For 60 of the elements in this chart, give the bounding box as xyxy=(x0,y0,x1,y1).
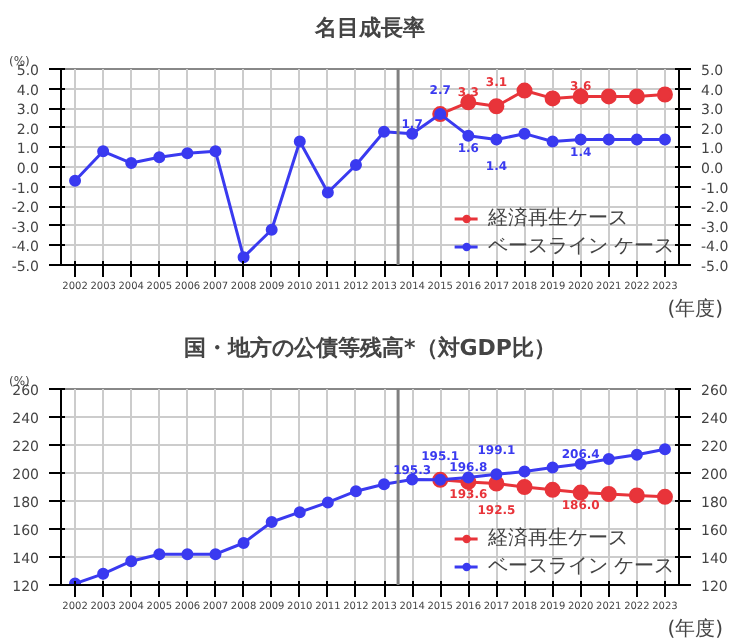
point xyxy=(153,151,166,164)
point xyxy=(293,135,306,148)
point xyxy=(209,548,222,561)
point xyxy=(518,127,531,140)
point xyxy=(572,484,589,501)
x-axis-title: (年度) xyxy=(667,617,724,640)
point xyxy=(602,133,615,146)
point xyxy=(574,133,587,146)
point xyxy=(153,548,166,561)
point xyxy=(628,487,645,504)
point xyxy=(237,537,250,549)
point xyxy=(209,145,222,158)
point xyxy=(378,478,391,491)
point xyxy=(490,133,503,146)
point xyxy=(630,133,643,146)
point xyxy=(518,465,531,478)
point xyxy=(488,98,505,115)
point xyxy=(630,448,643,461)
point xyxy=(462,471,475,484)
legend-label: 経済再生ケース xyxy=(487,205,628,232)
point xyxy=(546,461,559,474)
point xyxy=(574,458,587,471)
point xyxy=(265,516,278,528)
point xyxy=(628,88,645,105)
point xyxy=(293,506,306,519)
chart-title: 国・地方の公債等残高*（対GDP比） xyxy=(184,335,556,361)
point xyxy=(321,496,334,509)
point xyxy=(462,129,475,142)
point xyxy=(658,133,671,146)
legend-label: ベースライン ケース xyxy=(487,554,674,580)
point xyxy=(406,127,419,140)
legend-label: ベースライン ケース xyxy=(487,234,674,260)
point xyxy=(516,479,533,495)
point xyxy=(544,90,561,107)
point xyxy=(97,145,110,158)
point xyxy=(237,251,250,264)
point xyxy=(125,555,138,568)
point xyxy=(546,135,559,148)
point xyxy=(321,186,334,199)
point xyxy=(97,567,110,580)
chart-title: 名目成長率 xyxy=(313,15,425,41)
point xyxy=(602,453,615,465)
point xyxy=(656,86,673,103)
point xyxy=(490,468,503,481)
point xyxy=(181,147,194,160)
point xyxy=(265,223,278,236)
point xyxy=(516,82,533,99)
point xyxy=(378,125,391,138)
legend-label: 経済再生ケース xyxy=(487,525,628,552)
point xyxy=(544,481,561,498)
point xyxy=(600,88,617,105)
point xyxy=(349,159,362,172)
point xyxy=(125,157,138,170)
point xyxy=(658,443,671,456)
point xyxy=(349,485,362,498)
point xyxy=(600,486,617,502)
point xyxy=(69,174,82,187)
point xyxy=(181,548,194,561)
point xyxy=(656,488,673,505)
x-axis-title: (年度) xyxy=(667,297,724,321)
